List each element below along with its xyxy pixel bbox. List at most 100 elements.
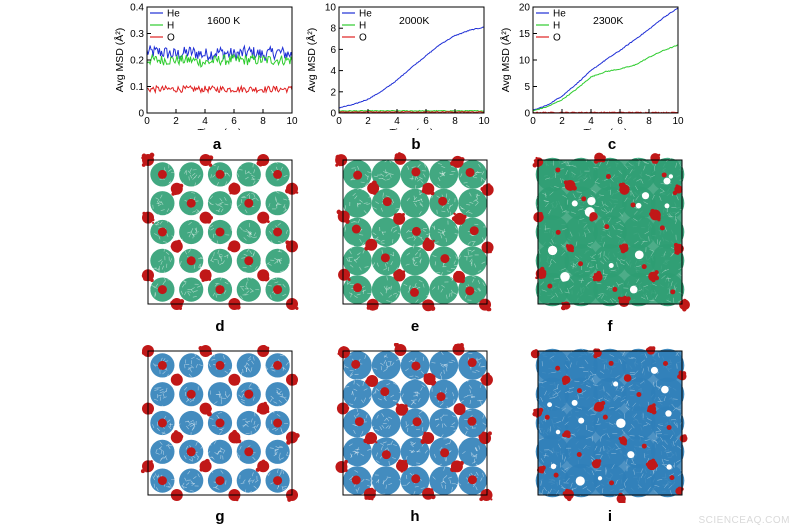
atom-bond bbox=[216, 293, 221, 296]
oxygen-atom bbox=[534, 350, 538, 354]
atom-bond bbox=[647, 486, 651, 492]
oxygen-atom bbox=[145, 469, 148, 473]
void bbox=[396, 242, 405, 251]
oxygen-atom bbox=[652, 403, 656, 407]
atom-bond bbox=[246, 281, 248, 286]
atom-bond bbox=[572, 262, 577, 267]
atom-bond bbox=[478, 445, 480, 450]
oxygen-atom bbox=[645, 348, 649, 352]
atom-bond bbox=[591, 373, 597, 376]
atom-bond bbox=[607, 234, 612, 238]
oxygen-atom bbox=[364, 246, 369, 251]
atom-bond bbox=[561, 161, 566, 165]
oxygen-atom bbox=[430, 494, 436, 500]
panel-label-b: b bbox=[411, 136, 421, 153]
atom-bond bbox=[198, 364, 203, 366]
atom-bond bbox=[445, 387, 448, 392]
oxygen-atom bbox=[657, 215, 661, 219]
atom-bond bbox=[381, 231, 384, 236]
atom-bond bbox=[610, 298, 614, 304]
atom-texture bbox=[533, 347, 686, 498]
atom-bond bbox=[187, 231, 192, 234]
atom-bond bbox=[603, 257, 607, 262]
atom-bond bbox=[599, 454, 603, 460]
y-tick-label: 0.3 bbox=[130, 29, 144, 40]
oxygen-atom bbox=[237, 304, 241, 307]
atom-bond bbox=[268, 203, 271, 208]
oxygen-cluster bbox=[467, 475, 477, 485]
atom-bond bbox=[565, 477, 570, 483]
atom-bond bbox=[599, 436, 602, 442]
atom-bond bbox=[543, 200, 549, 203]
atom-bond bbox=[165, 456, 168, 461]
oxygen-atom bbox=[285, 240, 290, 245]
atom-bond bbox=[386, 171, 390, 175]
atom-bond bbox=[419, 192, 423, 196]
atom-bond bbox=[156, 487, 159, 491]
atom-bond bbox=[645, 421, 651, 425]
oxygen-atom bbox=[533, 159, 536, 162]
oxygen-atom bbox=[178, 436, 182, 440]
atom-bond bbox=[533, 458, 539, 462]
atom-bond bbox=[477, 269, 482, 273]
atom-bond bbox=[446, 208, 449, 213]
oxygen-atom bbox=[565, 382, 568, 385]
atom-bond bbox=[564, 291, 570, 294]
atom-bond bbox=[673, 406, 677, 412]
atom-bond bbox=[248, 355, 252, 360]
oxygen-atom bbox=[177, 495, 182, 499]
atom-bond bbox=[190, 482, 195, 484]
atom-bond bbox=[413, 357, 417, 362]
atom-bond bbox=[279, 457, 284, 460]
atom-bond bbox=[474, 447, 478, 452]
atom-bond bbox=[471, 249, 475, 253]
atom-bond bbox=[234, 254, 238, 258]
atom-bond bbox=[380, 207, 383, 212]
atom-bond bbox=[150, 284, 155, 288]
atom-bond bbox=[467, 241, 471, 245]
oxygen-cluster bbox=[412, 417, 422, 427]
oxygen-atom bbox=[237, 439, 242, 444]
atom-bond bbox=[453, 260, 456, 265]
atom-bond bbox=[590, 414, 596, 416]
atom-bond bbox=[274, 451, 278, 456]
atom-bond bbox=[266, 261, 270, 265]
oxygen-atom bbox=[423, 435, 426, 438]
atom-bond bbox=[548, 262, 552, 268]
y-tick-label: 0 bbox=[330, 109, 336, 120]
atom-bond bbox=[242, 418, 247, 421]
oxygen-atom bbox=[294, 493, 299, 498]
oxygen-atom bbox=[653, 274, 657, 278]
atom-bond bbox=[285, 229, 288, 234]
oxygen-atom bbox=[174, 373, 178, 377]
atom-blob bbox=[343, 246, 372, 276]
void bbox=[578, 417, 585, 424]
atom-bond bbox=[276, 413, 281, 417]
legend-label-o: O bbox=[359, 33, 367, 44]
void bbox=[200, 374, 211, 385]
atom-bond bbox=[676, 195, 679, 201]
atom-bond bbox=[282, 284, 286, 288]
void bbox=[629, 285, 638, 294]
atom-bond bbox=[609, 177, 614, 182]
atom-bond bbox=[645, 174, 651, 177]
oxygen-atom bbox=[487, 431, 492, 436]
oxygen-cluster bbox=[555, 229, 561, 235]
atom-bond bbox=[197, 174, 201, 179]
atom-bond bbox=[386, 383, 391, 386]
atom-bond bbox=[666, 299, 672, 303]
atom-bond bbox=[616, 282, 620, 287]
void bbox=[666, 464, 672, 470]
series-line-o bbox=[338, 110, 484, 113]
atom-bond bbox=[244, 271, 249, 274]
atom-bond bbox=[367, 171, 372, 174]
oxygen-atom bbox=[490, 498, 493, 501]
atom-bond bbox=[590, 456, 596, 460]
atom-bond bbox=[549, 242, 554, 247]
atom-bond bbox=[360, 181, 365, 183]
atom-bond bbox=[643, 165, 646, 171]
atom-bond bbox=[283, 174, 288, 177]
atom-bond bbox=[208, 201, 212, 205]
msd-chart-b: 02468100246810Time (ps)Avg MSD (Å²)HeHO2… bbox=[305, 3, 490, 131]
atom-bond bbox=[634, 240, 639, 245]
